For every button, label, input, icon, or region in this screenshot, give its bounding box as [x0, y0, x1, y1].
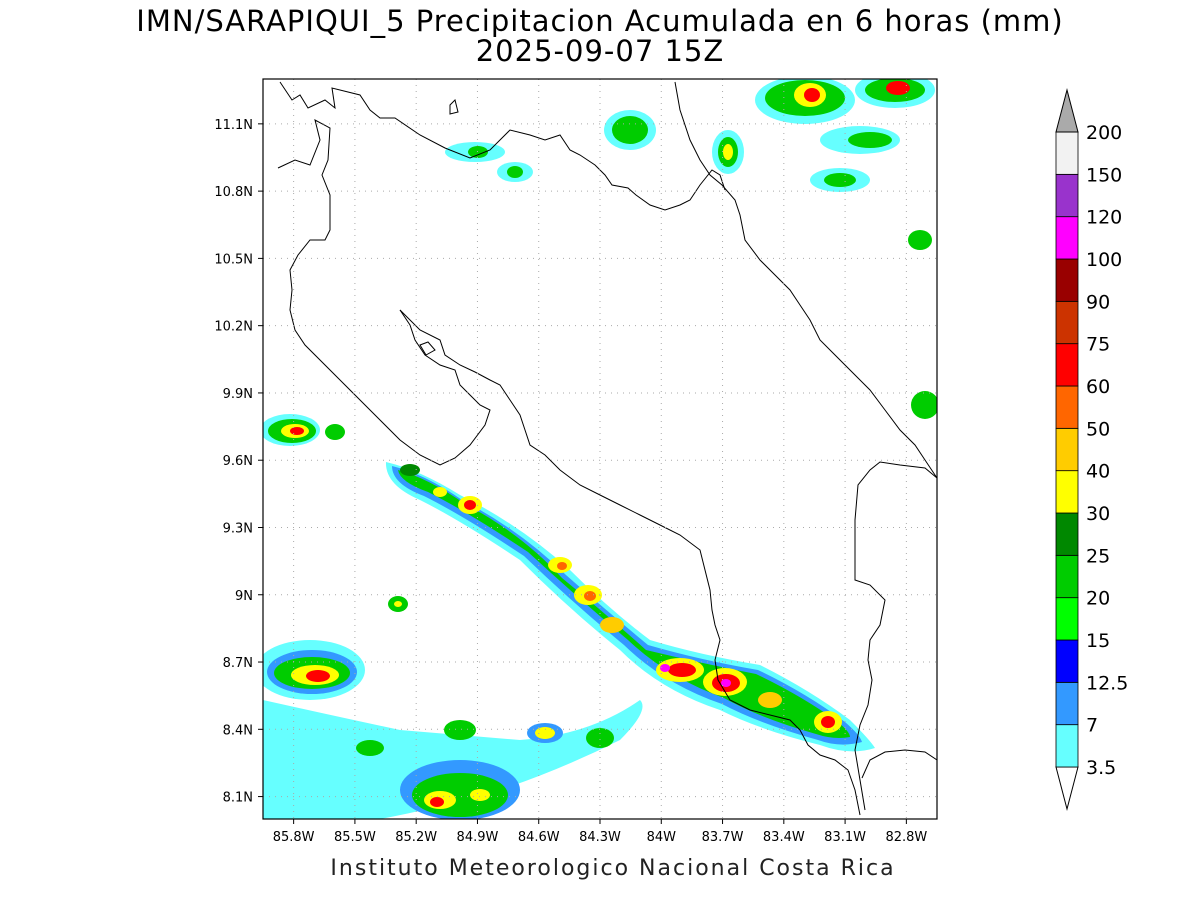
lat-tick-label: 9.3N — [223, 521, 253, 536]
map-title: IMN/SARAPIQUI_5 Precipitacion Acumulada … — [136, 4, 1064, 38]
lon-tick-label: 85.8W — [273, 830, 315, 845]
rain-band-west — [263, 414, 408, 700]
legend-level-label: 90 — [1086, 291, 1110, 313]
legend-swatch — [1055, 216, 1079, 260]
legend-swatch — [1055, 343, 1079, 387]
color-legend: 3.5 7 12.5 15 20 25 30 40 50 60 75 90 100 120 150 200 — [1055, 88, 1128, 811]
legend-swatch — [1055, 131, 1079, 175]
legend-level-label: 30 — [1086, 503, 1110, 525]
legend-level-label: 20 — [1086, 588, 1110, 610]
longitude-axis: 85.8W 85.5W 85.2W 84.9W 84.6W 84.3W 84W 83.7W 83… — [273, 819, 927, 845]
lon-tick-label: 83.7W — [702, 830, 744, 845]
legend-swatch — [1055, 427, 1079, 472]
precipitation-field — [263, 79, 937, 819]
lat-tick-label: 10.2N — [214, 320, 253, 335]
lon-tick-label: 85.2W — [395, 830, 437, 845]
lat-tick-label: 11.1N — [214, 118, 253, 133]
legend-swatch — [1055, 681, 1079, 726]
rain-band-north — [445, 79, 937, 419]
lon-tick-label: 84W — [647, 830, 677, 845]
lat-tick-label: 10.5N — [214, 252, 253, 267]
lon-tick-label: 83.1W — [824, 830, 866, 845]
lat-tick-label: 9N — [235, 589, 253, 604]
legend-top-arrow — [1055, 88, 1079, 133]
lat-tick-label: 9.6N — [223, 454, 253, 469]
graticule — [263, 79, 937, 819]
legend-swatch — [1055, 385, 1079, 429]
coastlines — [277, 81, 937, 816]
legend-swatch — [1055, 258, 1079, 302]
legend-level-label: 60 — [1086, 376, 1110, 398]
lon-tick-label: 83.4W — [763, 830, 805, 845]
lat-tick-label: 8.1N — [223, 791, 253, 806]
legend-swatch — [1055, 597, 1079, 641]
lat-tick-label: 9.9N — [223, 387, 253, 402]
lon-tick-label: 85.5W — [334, 830, 376, 845]
footer-credit: Instituto Meteorologico Nacional Costa R… — [330, 856, 896, 881]
rain-band-central — [385, 462, 875, 752]
legend-swatch — [1055, 554, 1079, 599]
map-subtitle: 2025-09-07 15Z — [475, 34, 725, 68]
legend-level-label: 120 — [1086, 207, 1122, 229]
legend-swatch — [1055, 512, 1079, 556]
legend-level-label: 150 — [1086, 164, 1122, 186]
legend-swatch — [1055, 724, 1079, 768]
lon-tick-label: 84.6W — [518, 830, 560, 845]
legend-level-label: 7 — [1086, 715, 1098, 737]
lon-tick-label: 82.8W — [885, 830, 927, 845]
legend-level-label: 15 — [1086, 630, 1110, 652]
latitude-axis: 11.1N 10.8N 10.5N 10.2N 9.9N 9.6N 9.3N 9N 8.7N 8.… — [214, 118, 263, 806]
legend-level-label: 3.5 — [1086, 757, 1116, 779]
lat-tick-label: 10.8N — [214, 185, 253, 200]
legend-level-label: 40 — [1086, 461, 1110, 483]
legend-level-label: 25 — [1086, 545, 1110, 567]
rain-band-south — [263, 700, 643, 819]
lat-tick-label: 8.4N — [223, 723, 253, 738]
legend-level-label: 75 — [1086, 334, 1110, 356]
legend-level-label: 100 — [1086, 249, 1122, 271]
legend-level-label: 50 — [1086, 418, 1110, 440]
legend-level-label: 200 — [1086, 122, 1122, 144]
lat-tick-label: 8.7N — [223, 656, 253, 671]
legend-swatch — [1055, 173, 1079, 218]
legend-level-label: 12.5 — [1086, 672, 1128, 694]
lon-tick-label: 84.3W — [579, 830, 621, 845]
legend-swatch — [1055, 639, 1079, 683]
legend-swatch — [1055, 300, 1079, 345]
legend-bottom-arrow — [1055, 766, 1079, 811]
legend-swatch — [1055, 470, 1079, 514]
lon-tick-label: 84.9W — [457, 830, 499, 845]
